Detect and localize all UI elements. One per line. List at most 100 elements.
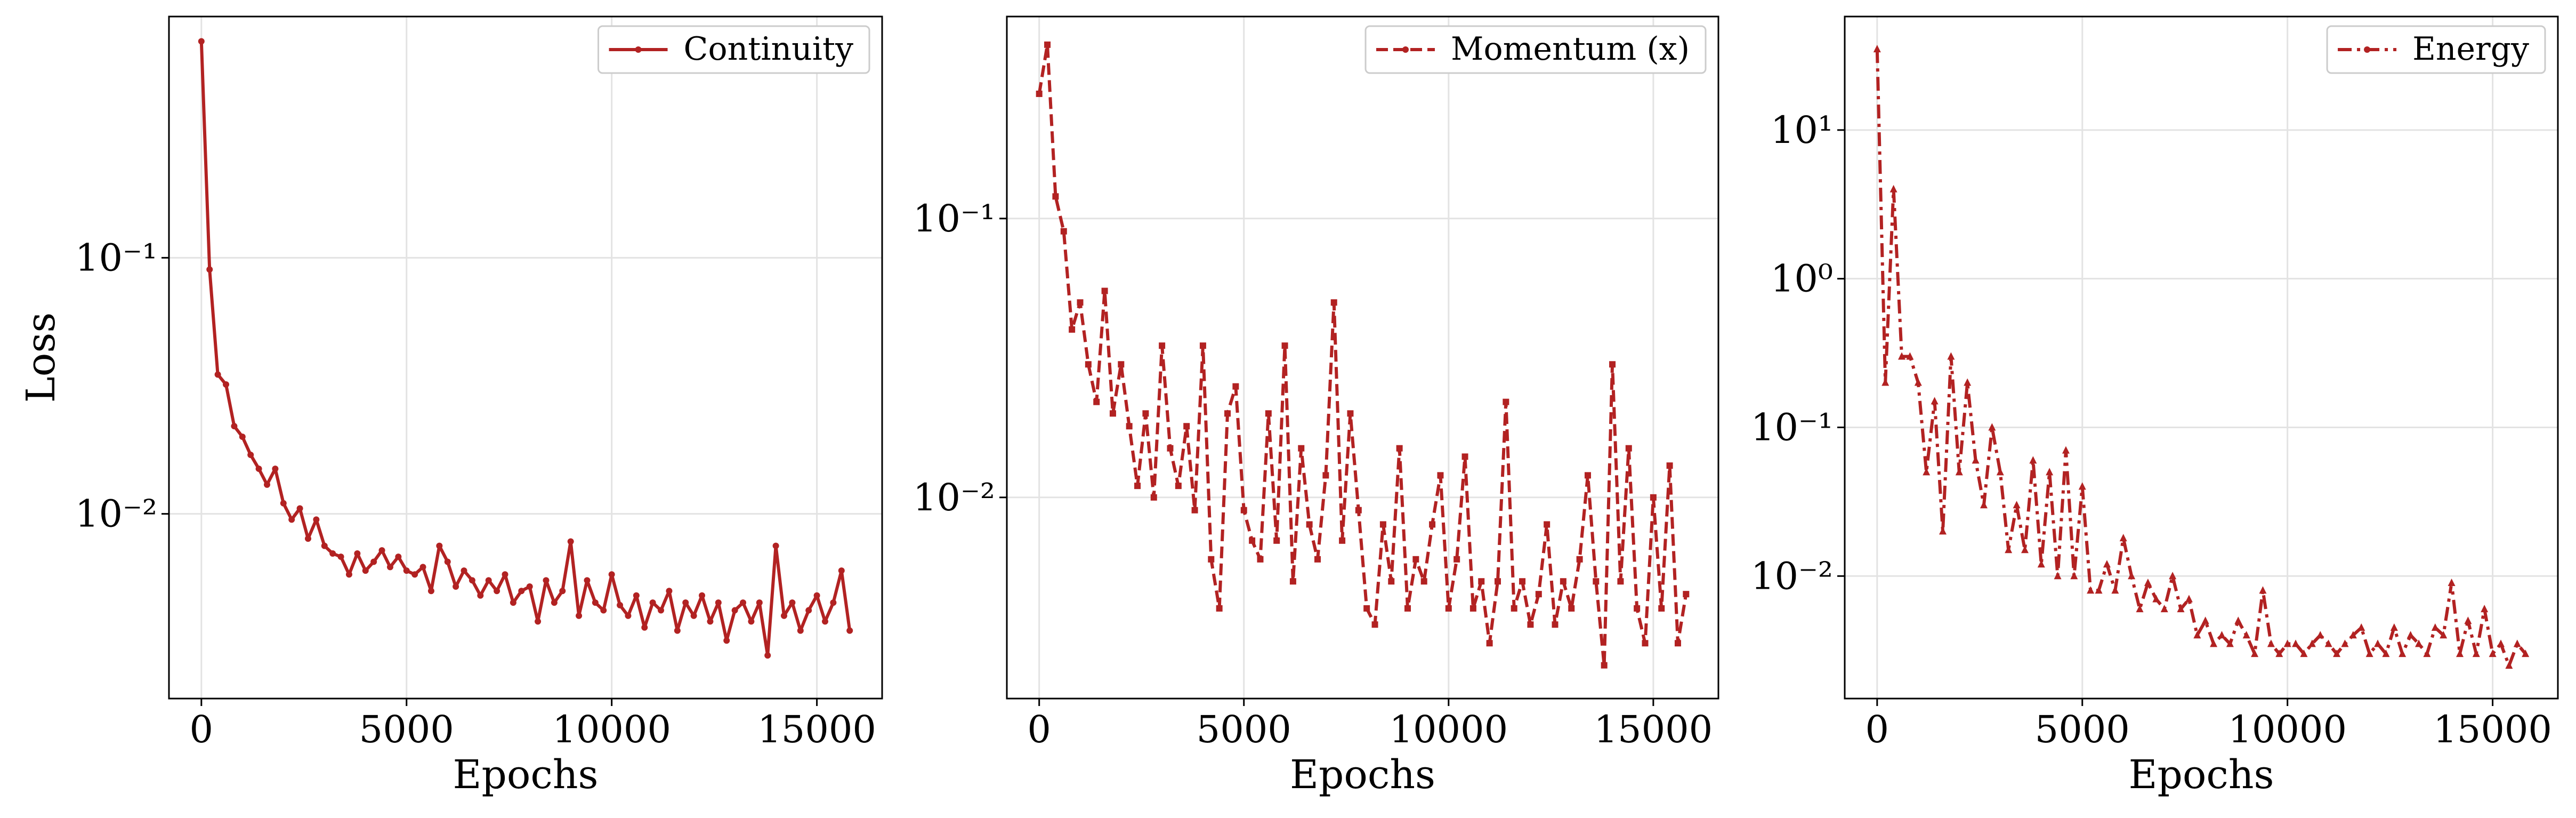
x-tick-label: 0 <box>190 708 214 751</box>
data-point <box>395 554 402 560</box>
data-point <box>337 554 344 560</box>
x-tick-label: 5000 <box>2035 708 2130 751</box>
data-point <box>1576 556 1583 563</box>
data-point <box>797 627 804 634</box>
y-tick-label: 10⁻² <box>1751 554 1833 598</box>
data-point <box>214 371 221 378</box>
data-point <box>2234 616 2242 624</box>
x-tick-label: 10000 <box>552 708 671 751</box>
data-point <box>2136 605 2144 613</box>
data-point <box>1972 456 1980 464</box>
data-point <box>304 535 311 542</box>
legend: Energy <box>2326 25 2546 74</box>
data-point <box>206 266 213 273</box>
data-point <box>2160 605 2168 613</box>
data-point <box>345 571 352 578</box>
data-point <box>1535 591 1542 598</box>
data-point <box>1379 521 1386 528</box>
data-point <box>1093 398 1100 405</box>
data-point <box>231 423 238 430</box>
data-point <box>2152 595 2160 603</box>
data-point <box>1257 556 1264 563</box>
data-point <box>1955 468 1963 476</box>
data-point <box>272 466 279 472</box>
data-point <box>1634 605 1641 612</box>
data-point <box>1281 342 1288 349</box>
data-point <box>1249 537 1256 544</box>
data-point <box>1396 445 1403 452</box>
data-point <box>1052 193 1059 200</box>
legend-box <box>597 25 870 74</box>
data-point <box>2513 639 2521 647</box>
data-point <box>1036 90 1043 97</box>
data-point <box>1658 605 1665 612</box>
data-point <box>469 577 475 584</box>
legend-marker <box>2364 46 2371 53</box>
data-point <box>1232 383 1239 390</box>
data-point <box>427 588 434 595</box>
data-point <box>419 564 426 571</box>
data-point <box>1881 378 1889 386</box>
data-point <box>2283 639 2291 647</box>
data-point <box>239 434 246 440</box>
data-point <box>2448 579 2456 587</box>
data-point <box>772 542 779 549</box>
data-point <box>1552 621 1558 628</box>
x-axis-label: Epochs <box>1290 752 1435 798</box>
x-tick-label: 5000 <box>359 708 454 751</box>
data-point <box>1964 378 1972 386</box>
data-point <box>2210 639 2218 647</box>
legend-label: Energy <box>2412 30 2529 68</box>
data-point <box>2070 572 2078 580</box>
data-point <box>2275 649 2283 657</box>
data-point <box>715 599 722 606</box>
data-point <box>2316 631 2324 639</box>
data-point <box>1527 621 1534 628</box>
data-point <box>1453 556 1460 563</box>
data-point <box>2103 560 2111 568</box>
data-point <box>477 592 484 599</box>
data-point <box>263 481 270 488</box>
legend-marker <box>635 46 642 53</box>
data-point <box>1289 578 1296 585</box>
data-point <box>2497 639 2505 647</box>
data-point <box>378 547 385 554</box>
data-point <box>1906 352 1914 360</box>
data-point <box>436 542 443 549</box>
data-point <box>2119 534 2127 542</box>
data-point <box>830 599 837 606</box>
data-point <box>1339 537 1346 544</box>
data-point <box>1642 640 1649 647</box>
data-point <box>2259 586 2267 594</box>
data-point <box>1931 397 1939 405</box>
data-point <box>1167 445 1174 452</box>
y-tick-label: 10⁻¹ <box>75 236 157 279</box>
data-point <box>592 599 599 606</box>
data-point <box>1208 556 1215 563</box>
y-tick-label: 10⁰ <box>1771 257 1833 301</box>
data-point <box>2177 605 2185 613</box>
data-point <box>2111 586 2119 594</box>
data-point <box>2193 631 2201 639</box>
data-point <box>1371 621 1378 628</box>
data-point <box>1617 578 1624 585</box>
data-point <box>1118 361 1125 368</box>
data-point <box>444 558 451 565</box>
data-point <box>2013 501 2021 509</box>
data-point <box>1996 468 2004 476</box>
data-point <box>247 451 254 458</box>
data-point <box>789 599 796 606</box>
data-point <box>1889 185 1897 193</box>
data-point <box>805 607 812 614</box>
axes-frame <box>168 15 883 700</box>
data-point <box>731 607 738 614</box>
data-point <box>699 592 706 599</box>
data-point <box>2005 546 2013 554</box>
data-point <box>1298 445 1305 452</box>
data-point <box>2374 639 2382 647</box>
data-point <box>370 558 377 565</box>
data-point <box>2169 572 2177 580</box>
data-point <box>838 567 845 574</box>
data-point <box>1126 423 1133 430</box>
data-point <box>321 542 328 549</box>
